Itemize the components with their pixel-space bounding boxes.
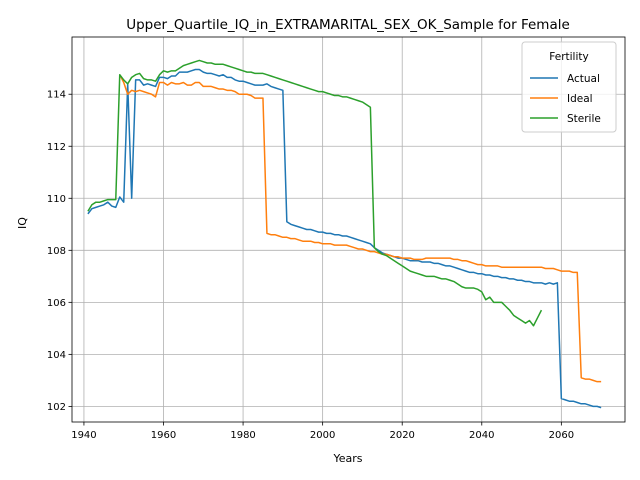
plot-frame: [71, 36, 626, 423]
legend-title: Fertility: [549, 51, 588, 63]
chart-title: Upper_Quartile_IQ_in_EXTRAMARITAL_SEX_OK…: [126, 17, 570, 33]
y-tick-label: 106: [47, 298, 66, 309]
series-lines: [87, 59, 602, 409]
x-tick-label: 1940: [71, 430, 96, 441]
x-tick-label: 1980: [230, 430, 255, 441]
x-tick-label: 2000: [310, 430, 335, 441]
y-tick-label: 102: [47, 402, 66, 413]
y-tick-label: 108: [47, 246, 66, 257]
x-tick-label: 2020: [389, 430, 414, 441]
x-tick-label: 2040: [469, 430, 494, 441]
series-line-actual: [87, 68, 602, 409]
y-tick-label: 112: [47, 142, 66, 153]
axes: 1940 1960 1980 2000 2020 2040 2060 102 104 106 108…: [47, 36, 626, 441]
legend: Fertility Actual Ideal Sterile: [521, 41, 617, 133]
legend-items: Actual Ideal Sterile: [530, 73, 601, 125]
y-tick-label: 114: [47, 90, 66, 101]
legend-label-ideal: Ideal: [567, 93, 593, 105]
series-line-sterile: [87, 59, 543, 327]
x-tick-label: 2060: [549, 430, 574, 441]
legend-box: [521, 41, 617, 133]
legend-label-actual: Actual: [567, 73, 600, 85]
y-tick-label: 104: [47, 350, 66, 361]
legend-label-sterile: Sterile: [567, 113, 601, 125]
x-axis-label: Years: [332, 452, 362, 465]
y-tick-label: 110: [47, 194, 66, 205]
y-axis-label: IQ: [16, 217, 29, 229]
x-tick-label: 1960: [151, 430, 176, 441]
series-line-ideal: [119, 74, 602, 383]
